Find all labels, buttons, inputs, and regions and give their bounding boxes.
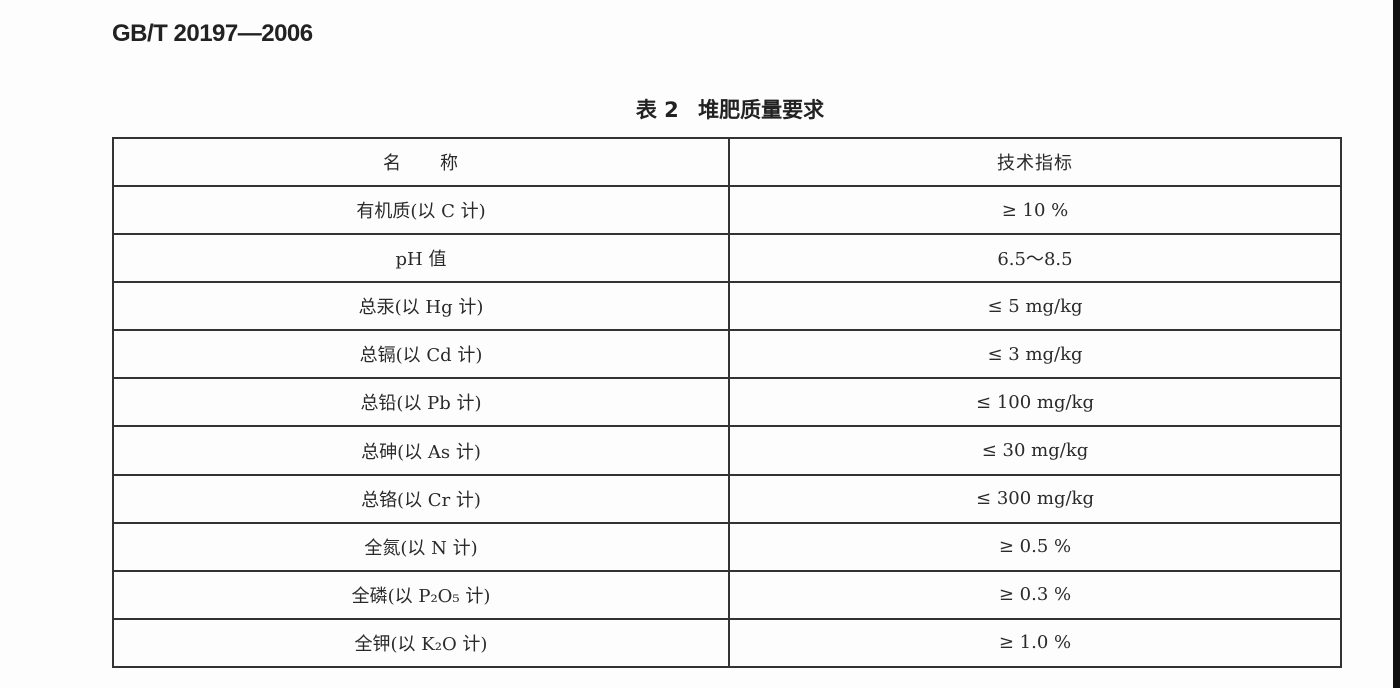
table-title: 堆肥质量要求 <box>698 98 825 122</box>
item-value-cell: ≥ 0.3 % <box>728 569 1342 620</box>
item-name-cell: 全氮(以 N 计) <box>112 521 730 572</box>
item-name-cell: 有机质(以 C 计) <box>112 185 730 236</box>
item-name-cell: 总砷(以 As 计) <box>112 425 730 476</box>
item-name-cell: pH 值 <box>112 233 730 284</box>
item-name-cell: 全钾(以 K₂O 计) <box>112 617 730 669</box>
item-value-cell: ≥ 1.0 % <box>728 617 1342 669</box>
column-header-spec: 技术指标 <box>728 136 1342 188</box>
compost-quality-table: 名 称 技术指标 有机质(以 C 计) ≥ 10 % pH 值 6.5～8.5 总汞(以… <box>112 136 1342 669</box>
table-row: 全氮(以 N 计) ≥ 0.5 % <box>112 521 1342 572</box>
item-name-cell: 总汞(以 Hg 计) <box>112 281 730 332</box>
table-row: 总铅(以 Pb 计) ≤ 100 mg/kg <box>112 377 1342 428</box>
table-row: 总镉(以 Cd 计) ≤ 3 mg/kg <box>112 329 1342 380</box>
item-value-cell: ≥ 0.5 % <box>728 521 1342 572</box>
table-row: 总砷(以 As 计) ≤ 30 mg/kg <box>112 425 1342 476</box>
window-edge <box>1393 0 1400 688</box>
item-name-cell: 全磷(以 P₂O₅ 计) <box>112 569 730 620</box>
table-row: 有机质(以 C 计) ≥ 10 % <box>112 185 1342 236</box>
item-value-cell: ≤ 300 mg/kg <box>728 473 1342 524</box>
table-caption: 表 2 堆肥质量要求 <box>0 94 1400 124</box>
item-name-cell: 总镉(以 Cd 计) <box>112 329 730 380</box>
item-value-cell: ≥ 10 % <box>728 185 1342 236</box>
table-header-row: 名 称 技术指标 <box>112 136 1342 188</box>
item-value-cell: ≤ 100 mg/kg <box>728 377 1342 428</box>
column-header-name: 名 称 <box>112 136 730 188</box>
table-row: 全磷(以 P₂O₅ 计) ≥ 0.3 % <box>112 569 1342 620</box>
item-name-cell: 总铅(以 Pb 计) <box>112 377 730 428</box>
table-label: 表 2 <box>635 98 679 122</box>
table-row: 总铬(以 Cr 计) ≤ 300 mg/kg <box>112 473 1342 524</box>
table-row: 全钾(以 K₂O 计) ≥ 1.0 % <box>112 617 1342 669</box>
item-name-cell: 总铬(以 Cr 计) <box>112 473 730 524</box>
table-row: 总汞(以 Hg 计) ≤ 5 mg/kg <box>112 281 1342 332</box>
table-row: pH 值 6.5～8.5 <box>112 233 1342 284</box>
standard-number: GB/T 20197—2006 <box>112 20 313 47</box>
item-value-cell: 6.5～8.5 <box>728 233 1342 284</box>
item-value-cell: ≤ 30 mg/kg <box>728 425 1342 476</box>
item-value-cell: ≤ 3 mg/kg <box>728 329 1342 380</box>
item-value-cell: ≤ 5 mg/kg <box>728 281 1342 332</box>
